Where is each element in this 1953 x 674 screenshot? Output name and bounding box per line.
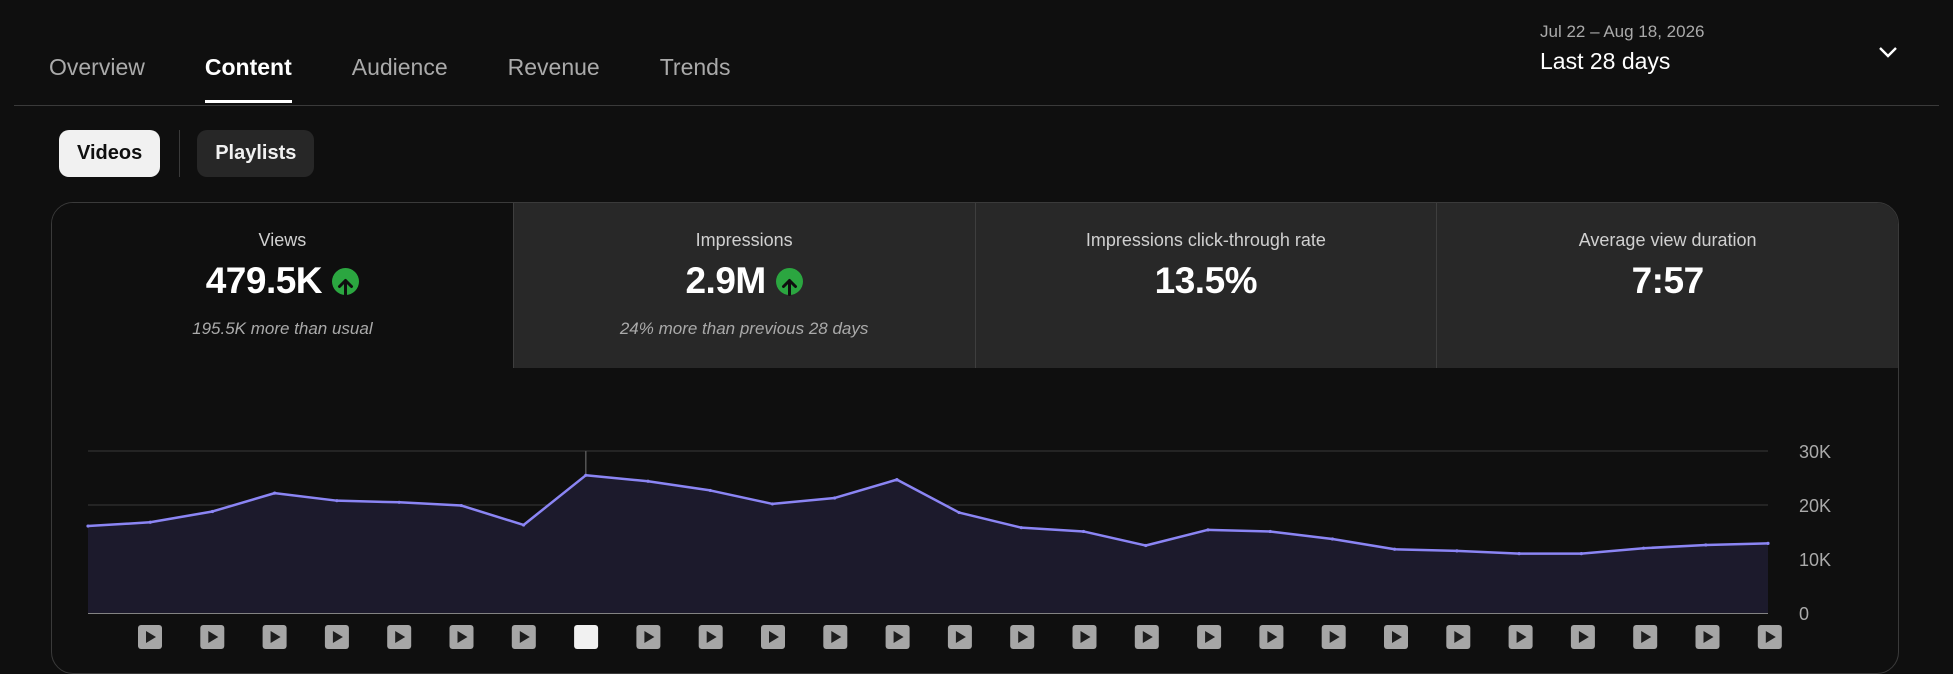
tab-revenue[interactable]: Revenue <box>507 54 600 80</box>
metric-value: 2.9M <box>685 260 766 301</box>
trend-up-icon <box>332 267 360 296</box>
metric-ctr[interactable]: Impressions click-through rate 13.5% <box>974 203 1437 368</box>
data-point <box>1704 543 1708 547</box>
video-play-icon[interactable] <box>324 625 349 649</box>
video-play-icon[interactable] <box>1508 625 1533 649</box>
data-point <box>1330 537 1335 541</box>
video-play-icon[interactable] <box>1134 625 1159 649</box>
data-point <box>708 488 712 493</box>
views-line <box>87 474 1769 555</box>
data-point <box>335 499 339 503</box>
y-tick-label: 30K <box>1799 442 1831 462</box>
data-point <box>1019 526 1023 530</box>
metric-note: 24% more than previous 28 days <box>619 319 869 338</box>
video-play-icon[interactable] <box>1259 625 1284 649</box>
metric-views[interactable]: Views 479.5K 195.5K more than usual <box>52 203 513 368</box>
video-play-icon[interactable] <box>761 625 785 649</box>
metric-impressions[interactable]: Impressions 2.9M 24% more than previous … <box>512 203 975 368</box>
data-point <box>1206 528 1210 532</box>
data-point <box>833 496 837 500</box>
data-point <box>1766 541 1770 545</box>
y-tick-label: 20K <box>1799 496 1831 516</box>
metric-tabs: Views 479.5K 195.5K more than usual Impr… <box>52 203 1898 368</box>
metric-label: Impressions <box>695 230 793 250</box>
video-play-icon[interactable] <box>1384 625 1408 649</box>
data-point <box>1517 552 1521 556</box>
tab-trends[interactable]: Trends <box>659 54 731 80</box>
video-play-icon[interactable] <box>574 625 599 649</box>
trend-up-icon <box>775 267 803 296</box>
metric-avg-view-duration[interactable]: Average view duration 7:57 <box>1436 203 1898 368</box>
metric-value-row: 2.9M <box>514 260 975 302</box>
data-point <box>1579 552 1583 556</box>
data-point <box>646 479 650 483</box>
metric-label: Views <box>258 230 307 250</box>
data-point <box>273 491 277 495</box>
video-play-icon[interactable] <box>823 625 848 649</box>
data-point <box>1641 546 1646 550</box>
video-play-icon[interactable] <box>947 625 972 649</box>
tab-content[interactable]: Content <box>204 54 292 103</box>
top-bar <box>14 0 1939 106</box>
data-point <box>1268 529 1272 534</box>
date-range-label: Last 28 days <box>1540 48 1671 74</box>
content-type-chips: Videos Playlists <box>59 130 315 177</box>
video-play-icon[interactable] <box>885 625 910 649</box>
video-play-icon[interactable] <box>1010 625 1035 649</box>
data-point <box>459 503 463 508</box>
metric-value: 13.5% <box>1154 260 1258 301</box>
playlists-chip[interactable]: Playlists <box>197 130 315 177</box>
metric-label: Impressions click-through rate <box>1085 230 1326 250</box>
data-point <box>1081 529 1086 534</box>
video-play-icon[interactable] <box>698 625 723 649</box>
videos-chip[interactable]: Videos <box>59 130 161 177</box>
video-play-icon[interactable] <box>387 625 412 649</box>
y-tick-label: 10K <box>1799 550 1831 570</box>
video-play-icon[interactable] <box>262 625 287 649</box>
data-point <box>1455 549 1459 553</box>
video-play-icon[interactable] <box>1757 625 1782 649</box>
data-point <box>895 478 899 482</box>
data-point <box>148 520 152 524</box>
video-play-icon[interactable] <box>200 625 225 649</box>
data-point <box>770 502 775 506</box>
tab-audience[interactable]: Audience <box>351 54 448 80</box>
views-area <box>88 475 1768 613</box>
data-point <box>1393 547 1397 551</box>
chip-divider <box>179 130 181 177</box>
analytics-tabs: Overview Content Audience Revenue Trends <box>49 54 790 103</box>
date-range-picker[interactable]: Jul 22 – Aug 18, 2026 Last 28 days <box>1540 22 1900 75</box>
metric-value-row: 479.5K <box>52 260 513 302</box>
metric-note: 195.5K more than usual <box>192 319 373 338</box>
video-play-icon[interactable] <box>636 625 661 649</box>
video-play-icon[interactable] <box>1695 625 1720 649</box>
metric-value-row: 7:57 <box>1437 260 1898 302</box>
views-chart: 0 10K 20K 30K <box>86 442 1831 649</box>
data-point <box>397 500 401 504</box>
data-point <box>521 523 526 527</box>
data-point <box>86 524 90 528</box>
date-range-dates: Jul 22 – Aug 18, 2026 <box>1540 22 1705 41</box>
tab-overview[interactable]: Overview <box>49 54 145 80</box>
video-play-icon[interactable] <box>1197 625 1222 649</box>
metric-label: Average view duration <box>1578 230 1757 250</box>
metric-value: 7:57 <box>1631 260 1705 301</box>
metric-value-row: 13.5% <box>976 260 1437 302</box>
data-point <box>584 473 588 477</box>
data-point <box>210 509 215 514</box>
video-play-icon[interactable] <box>1072 625 1097 649</box>
video-play-icon[interactable] <box>1633 625 1658 649</box>
chevron-down-icon[interactable] <box>1876 40 1900 64</box>
video-play-icon[interactable] <box>1321 625 1346 649</box>
data-point <box>1144 543 1148 548</box>
video-play-icon[interactable] <box>1570 625 1595 649</box>
y-tick-label: 0 <box>1799 604 1809 624</box>
data-point <box>957 510 961 515</box>
metric-value: 479.5K <box>205 260 323 301</box>
video-play-icon[interactable] <box>449 625 474 649</box>
video-play-icon[interactable] <box>138 625 162 649</box>
video-play-icon[interactable] <box>511 625 536 649</box>
video-play-icon[interactable] <box>1446 625 1471 649</box>
